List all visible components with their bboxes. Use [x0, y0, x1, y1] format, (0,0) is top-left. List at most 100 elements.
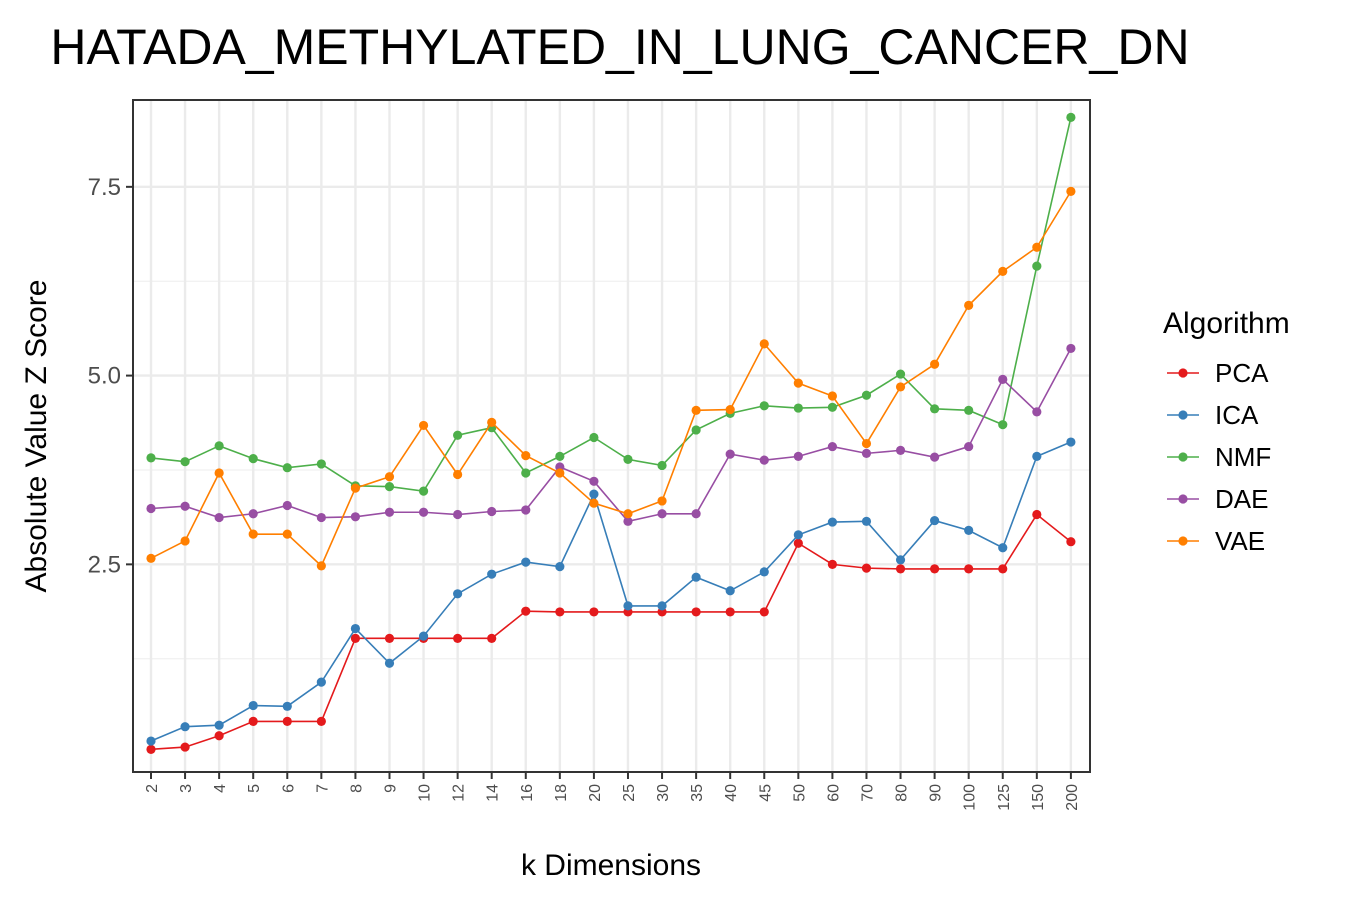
x-axis-title: k Dimensions — [521, 849, 701, 882]
series-line-dae — [150, 348, 1072, 523]
data-point-nmf — [418, 486, 429, 496]
data-point-ica — [930, 515, 940, 526]
x-tick-label: 80 — [894, 784, 911, 802]
series-line-ica — [150, 441, 1072, 742]
data-point-dae — [793, 451, 803, 461]
x-tick-label: 6 — [280, 784, 297, 793]
series-line-nmf — [150, 117, 1072, 492]
data-point-nmf — [316, 459, 326, 469]
legend-key-point-nmf — [1178, 452, 1188, 462]
x-tick-label: 50 — [791, 784, 808, 802]
data-point-ica — [146, 736, 156, 746]
data-point-pca — [759, 607, 769, 617]
data-point-pca — [146, 744, 156, 754]
data-point-nmf — [998, 420, 1008, 430]
data-point-nmf — [180, 457, 190, 467]
data-point-nmf — [248, 454, 258, 464]
data-point-pca — [827, 559, 838, 569]
data-point-ica — [555, 562, 565, 572]
data-point-vae — [555, 468, 565, 478]
data-point-ica — [1066, 437, 1076, 447]
data-point-ica — [214, 720, 224, 730]
data-point-pca — [930, 564, 940, 574]
data-point-pca — [895, 564, 906, 574]
plot-area: 2.55.07.52 3 4 5 6 7 8 9 10 12 14 16 18 20 25 30 35 40 45 5… — [88, 99, 1091, 811]
data-point-vae — [861, 438, 872, 449]
series-line-pca — [150, 513, 1072, 751]
data-point-dae — [827, 441, 838, 452]
x-tick-label: 45 — [757, 784, 774, 802]
data-point-pca — [214, 731, 224, 741]
data-point-ica — [350, 623, 361, 634]
data-point-dae — [657, 509, 667, 519]
data-point-ica — [589, 489, 599, 499]
x-tick-label: 4 — [212, 784, 229, 793]
data-point-nmf — [964, 405, 974, 415]
data-point-ica — [895, 555, 906, 565]
data-point-pca — [589, 607, 599, 617]
x-tick-label: 9 — [382, 784, 399, 793]
data-point-ica — [282, 701, 292, 711]
series-line-vae — [150, 190, 1072, 568]
legend-label-dae: DAE — [1215, 484, 1268, 514]
data-point-ica — [180, 722, 190, 732]
x-tick-label: 70 — [859, 784, 876, 802]
data-point-dae — [453, 509, 463, 520]
data-point-vae — [998, 266, 1008, 276]
data-point-dae — [521, 505, 531, 515]
legend-label-pca: PCA — [1215, 358, 1269, 388]
data-point-nmf — [895, 369, 906, 379]
data-point-dae — [964, 441, 974, 452]
data-point-nmf — [1032, 261, 1042, 271]
data-point-dae — [418, 507, 429, 517]
legend-key-point-vae — [1178, 536, 1188, 546]
legend-key-point-dae — [1178, 494, 1188, 504]
x-tick-label: 7 — [314, 784, 331, 793]
data-point-dae — [146, 503, 156, 514]
data-point-ica — [964, 525, 974, 535]
data-point-ica — [623, 601, 633, 611]
data-point-nmf — [214, 441, 224, 451]
x-tick-label: 30 — [655, 784, 672, 802]
data-point-ica — [725, 586, 735, 596]
data-point-nmf — [930, 404, 940, 414]
data-point-dae — [930, 452, 940, 462]
data-point-nmf — [555, 451, 565, 461]
x-tick-label: 2 — [144, 784, 161, 793]
data-point-nmf — [384, 481, 395, 492]
data-point-ica — [793, 530, 803, 540]
data-point-ica — [418, 631, 429, 641]
data-point-pca — [384, 633, 395, 643]
data-point-dae — [725, 449, 735, 459]
data-point-dae — [759, 455, 769, 465]
data-point-vae — [180, 536, 190, 546]
data-point-dae — [998, 374, 1008, 384]
data-point-ica — [1032, 451, 1042, 461]
x-tick-label: 8 — [348, 784, 365, 793]
y-tick-label: 2.5 — [88, 551, 121, 578]
data-point-ica — [521, 557, 531, 567]
data-point-vae — [827, 391, 838, 401]
x-tick-label: 200 — [1064, 784, 1081, 811]
data-point-pca — [725, 607, 735, 617]
data-point-ica — [998, 543, 1008, 553]
data-point-pca — [316, 716, 326, 727]
x-tick-label: 5 — [246, 784, 263, 793]
data-point-vae — [418, 420, 429, 431]
data-point-dae — [1066, 343, 1076, 354]
data-point-vae — [453, 469, 463, 480]
data-point-pca — [453, 633, 463, 643]
data-point-vae — [691, 405, 701, 415]
data-point-nmf — [793, 403, 803, 413]
data-point-ica — [861, 516, 872, 526]
data-point-vae — [623, 509, 633, 519]
data-point-pca — [998, 564, 1008, 574]
x-tick-label: 150 — [1030, 784, 1047, 811]
data-point-dae — [589, 476, 599, 486]
data-point-nmf — [691, 425, 701, 435]
data-point-ica — [759, 567, 769, 577]
x-tick-label: 3 — [178, 784, 195, 793]
data-point-nmf — [861, 390, 872, 400]
data-point-nmf — [623, 454, 633, 465]
